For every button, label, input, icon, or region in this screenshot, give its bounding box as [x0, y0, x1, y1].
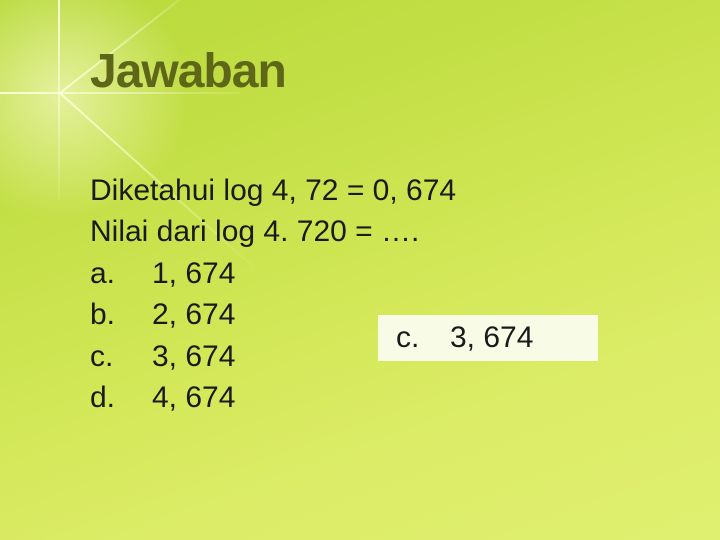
option-a: a. 1, 674 — [90, 253, 456, 294]
slide-title: Jawaban — [90, 44, 286, 99]
question-line: Nilai dari log 4. 720 = …. — [90, 211, 456, 252]
option-letter: c. — [90, 336, 152, 377]
option-value: 4, 674 — [152, 377, 235, 418]
option-letter: d. — [90, 377, 152, 418]
option-d: d. 4, 674 — [90, 377, 456, 418]
option-value: 1, 674 — [152, 253, 235, 294]
answer-callout: c. 3, 674 — [378, 315, 598, 361]
option-letter: b. — [90, 294, 152, 335]
question-block: Diketahui log 4, 72 = 0, 674 Nilai dari … — [90, 170, 456, 418]
option-letter: a. — [90, 253, 152, 294]
answer-value: 3, 674 — [450, 321, 533, 355]
given-line: Diketahui log 4, 72 = 0, 674 — [90, 170, 456, 211]
option-value: 2, 674 — [152, 294, 235, 335]
option-value: 3, 674 — [152, 336, 235, 377]
answer-letter: c. — [396, 321, 450, 355]
